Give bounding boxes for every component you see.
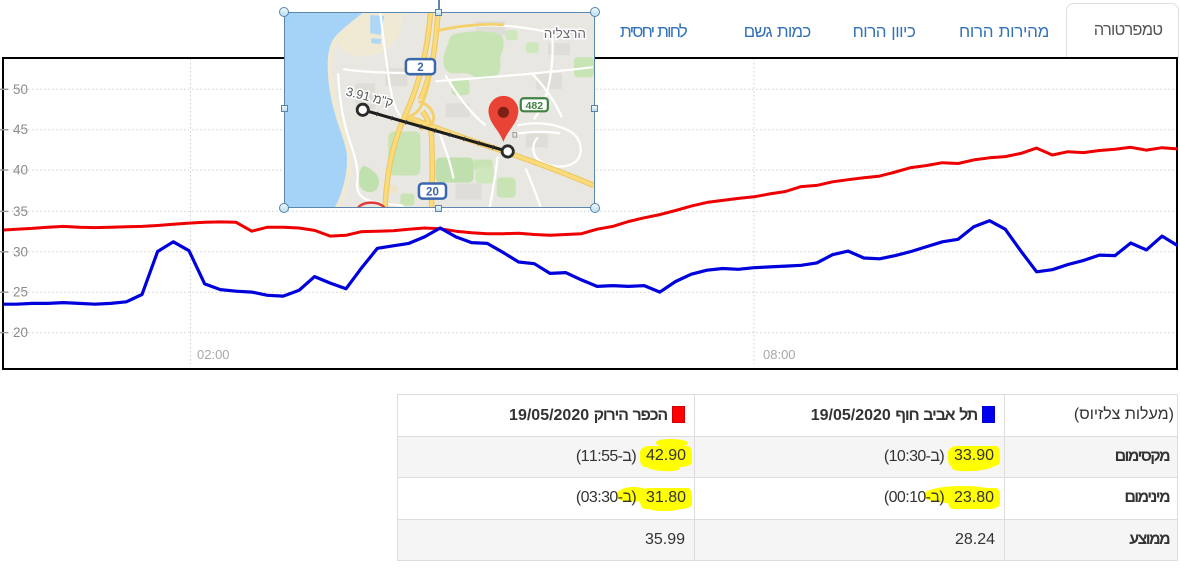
- svg-text:35: 35: [13, 204, 28, 219]
- svg-text:40: 40: [13, 163, 28, 178]
- svg-text:25: 25: [13, 285, 28, 300]
- svg-text:ם: ם: [512, 129, 518, 139]
- svg-text:2: 2: [417, 62, 423, 74]
- svg-text:20: 20: [13, 325, 28, 340]
- svg-text:30: 30: [13, 244, 28, 259]
- svg-text:50: 50: [13, 82, 28, 97]
- svg-text:45: 45: [13, 122, 28, 137]
- svg-text:20: 20: [426, 187, 439, 199]
- svg-text:הרצליה: הרצליה: [544, 26, 586, 41]
- svg-text:482: 482: [526, 100, 544, 112]
